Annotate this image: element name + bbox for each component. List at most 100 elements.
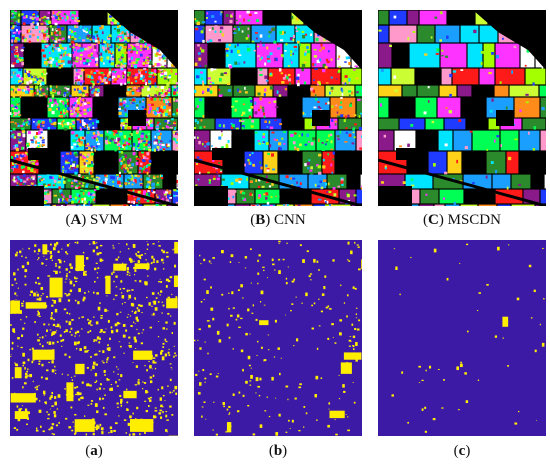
error-pixel [164, 353, 168, 357]
map-noise [16, 101, 20, 104]
map-noise [259, 105, 262, 109]
map-noise [75, 139, 79, 142]
map-noise [73, 56, 77, 61]
map-field [172, 97, 178, 118]
map-noise [84, 27, 87, 31]
map-noise [32, 34, 35, 37]
map-noise [507, 156, 512, 161]
map-noise [134, 35, 137, 39]
map-noise [83, 90, 86, 93]
map-noise [145, 81, 148, 86]
map-noise [285, 175, 289, 179]
map-noise [150, 97, 154, 101]
map-noise [11, 165, 14, 168]
map-noise [198, 140, 201, 145]
error-pixel [358, 319, 361, 322]
map-noise [246, 177, 248, 181]
map-noise [152, 176, 156, 179]
map-noise [12, 31, 15, 34]
error-pixel [24, 322, 26, 325]
error-pixel [18, 408, 22, 412]
error-map-image [194, 240, 362, 436]
map-noise [194, 89, 197, 93]
error-pixel [24, 413, 27, 416]
map-noise [130, 174, 133, 177]
map-noise [271, 153, 275, 157]
error-pixel [87, 383, 90, 386]
map-noise [60, 192, 64, 195]
error-pixel [210, 262, 212, 264]
map-noise [340, 101, 343, 104]
map-noise [10, 135, 14, 138]
error-pixel [134, 269, 137, 272]
map-noise [81, 162, 84, 166]
map-noise [156, 147, 160, 151]
error-pixel [168, 348, 170, 351]
map-noise [274, 57, 278, 62]
error-pixel [81, 381, 84, 384]
map-noise [239, 190, 244, 194]
map-noise [65, 201, 68, 204]
map-noise [14, 49, 18, 52]
map-noise [15, 20, 19, 24]
map-noise [165, 102, 168, 106]
map-noise [117, 22, 120, 25]
map-noise [273, 138, 276, 141]
map-noise [330, 148, 334, 151]
error-pixel [50, 312, 53, 315]
error-pixel [34, 244, 37, 247]
map-noise [21, 159, 24, 162]
error-pixel [113, 356, 116, 359]
error-pixel [104, 374, 106, 376]
map-noise [139, 166, 142, 170]
error-pixel [138, 254, 141, 258]
error-pixel [43, 394, 45, 396]
map-noise [59, 64, 64, 68]
map-noise [148, 71, 152, 74]
error-pixel [46, 341, 48, 344]
map-noise [146, 171, 149, 176]
map-noise [343, 119, 346, 123]
map-noise [105, 137, 108, 140]
map-noise [92, 82, 95, 86]
map-noise [301, 63, 306, 68]
map-unlabeled-region [496, 110, 514, 126]
error-pixel [410, 256, 412, 259]
map-noise [167, 76, 172, 79]
map-noise [32, 159, 36, 162]
error-pixel [56, 329, 58, 331]
error-pixel [327, 305, 330, 308]
error-pixel [352, 345, 355, 347]
map-noise [86, 142, 90, 146]
error-pixel [88, 424, 92, 428]
map-noise [225, 47, 228, 50]
map-noise [30, 182, 34, 185]
error-pixel [320, 310, 324, 313]
map-noise [165, 86, 167, 89]
map-noise [121, 155, 125, 158]
map-noise [254, 111, 258, 115]
error-pixel [48, 323, 50, 326]
error-pixel [24, 368, 26, 370]
map-field [467, 43, 483, 68]
map-noise [88, 146, 92, 150]
error-pixel [72, 395, 74, 397]
error-pixel [245, 332, 248, 336]
map-noise [64, 169, 67, 173]
map-noise [18, 13, 21, 17]
error-pixel [331, 323, 334, 326]
map-noise [329, 133, 333, 137]
map-noise [13, 39, 18, 43]
map-noise [113, 78, 118, 81]
map-noise [120, 82, 123, 86]
error-patch [166, 298, 178, 309]
map-noise [30, 90, 34, 93]
map-noise [112, 130, 115, 133]
map-noise [164, 99, 168, 103]
map-noise [221, 178, 225, 181]
error-pixel [358, 268, 361, 271]
error-pixel [116, 406, 119, 408]
map-noise [85, 151, 89, 155]
map-noise [152, 45, 156, 49]
map-field [453, 130, 472, 151]
